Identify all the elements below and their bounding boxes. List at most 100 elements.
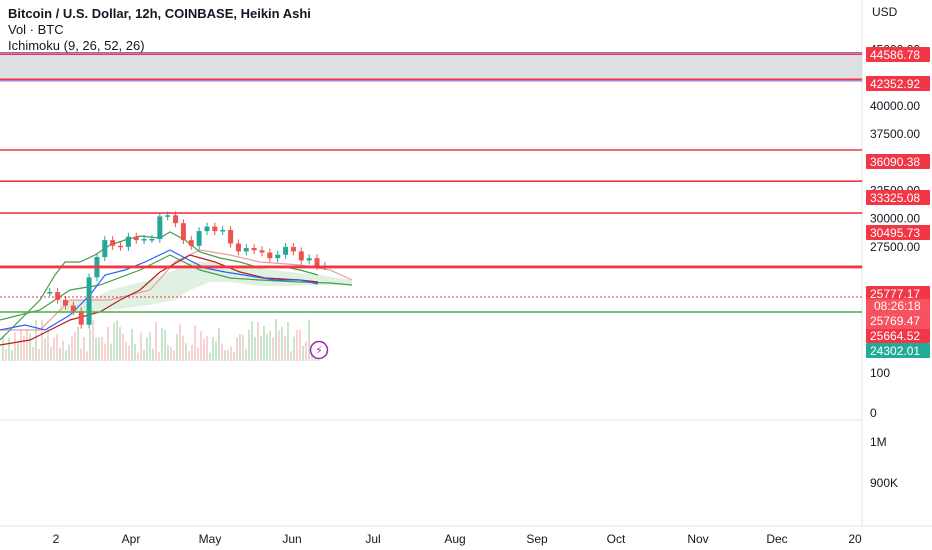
volume-bar bbox=[269, 330, 271, 361]
volume-bar bbox=[17, 343, 19, 361]
time-axis-label: Oct bbox=[607, 532, 626, 546]
candle-body bbox=[47, 292, 53, 294]
volume-bar bbox=[8, 337, 10, 361]
candle-body bbox=[306, 258, 312, 261]
chart-legend: Bitcoin / U.S. Dollar, 12h, COINBASE, He… bbox=[8, 6, 311, 54]
price-level-tag-text: 24302.01 bbox=[870, 344, 920, 358]
volume-bar bbox=[293, 336, 295, 361]
volume-bar bbox=[152, 348, 154, 361]
volume-bar bbox=[23, 335, 25, 361]
price-level-tag: 30495.73 bbox=[866, 225, 930, 240]
volume-bar bbox=[221, 343, 223, 361]
shaded-zone bbox=[0, 54, 862, 80]
volume-bar bbox=[74, 331, 76, 361]
volume-bar bbox=[191, 344, 193, 361]
volume-bar bbox=[119, 326, 121, 361]
volume-bar bbox=[26, 329, 28, 361]
time-axis-label: Jul bbox=[365, 532, 380, 546]
price-level-tag-bg bbox=[866, 154, 930, 169]
price-level-tag: 36090.38 bbox=[866, 154, 930, 169]
volume-bar bbox=[275, 318, 277, 361]
price-axis-currency: USD bbox=[872, 5, 898, 19]
price-level-tag-bg bbox=[866, 328, 930, 343]
volume-bar bbox=[185, 343, 187, 361]
volume-bar bbox=[44, 338, 46, 361]
volume-bar bbox=[260, 335, 262, 361]
volume-indicator-label[interactable]: Vol · BTC bbox=[8, 22, 64, 37]
volume-bar bbox=[308, 319, 310, 361]
volume-bar bbox=[32, 346, 34, 361]
volume-bar bbox=[65, 350, 67, 361]
price-level-tag-bg bbox=[866, 225, 930, 240]
ichimoku-indicator-label[interactable]: Ichimoku (9, 26, 52, 26) bbox=[8, 38, 145, 53]
volume-bar bbox=[134, 343, 136, 361]
volume-bar bbox=[167, 344, 169, 361]
volume-bar bbox=[179, 323, 181, 361]
volume-bar bbox=[233, 351, 235, 361]
price-level-tag: 25664.52 bbox=[866, 328, 930, 343]
flash-event-icon: ⚡ bbox=[309, 340, 329, 360]
volume-bar bbox=[128, 345, 130, 361]
volume-bar bbox=[218, 327, 220, 361]
price-level-tag-text: 25664.52 bbox=[870, 329, 920, 343]
volume-bar bbox=[110, 343, 112, 361]
price-level-tag-bg bbox=[866, 190, 930, 205]
candle-body bbox=[78, 311, 84, 325]
volume-bar bbox=[29, 333, 31, 361]
volume-bar bbox=[68, 344, 70, 361]
time-axis-label: Nov bbox=[687, 532, 708, 546]
candle-body bbox=[314, 258, 320, 267]
price-tick-label: 27500.00 bbox=[870, 240, 920, 254]
kijun-sen bbox=[0, 254, 319, 346]
candle-body bbox=[196, 231, 202, 246]
volume-bar bbox=[302, 345, 304, 361]
volume-bar bbox=[212, 337, 214, 361]
volume-bar bbox=[155, 321, 157, 361]
volume-pane-tick-label: 900K bbox=[870, 476, 898, 490]
volume-bar bbox=[137, 352, 139, 361]
volume-bar bbox=[251, 321, 253, 361]
symbol-title[interactable]: Bitcoin / U.S. Dollar, 12h, COINBASE, He… bbox=[8, 6, 311, 21]
volume-bar bbox=[272, 337, 274, 361]
volume-bar bbox=[140, 332, 142, 361]
volume-bar bbox=[125, 341, 127, 361]
time-axis-label: Dec bbox=[766, 532, 787, 546]
price-level-tag-bg bbox=[866, 343, 930, 358]
price-level-tag-text: 25777.17 bbox=[870, 287, 920, 301]
price-tick-label: 37500.00 bbox=[870, 127, 920, 141]
candle-body bbox=[212, 226, 218, 232]
volume-bar bbox=[80, 348, 82, 361]
volume-bar bbox=[248, 329, 250, 361]
price-tick-label: 30000.00 bbox=[870, 212, 920, 226]
volume-bar bbox=[254, 336, 256, 361]
volume-bar bbox=[107, 326, 109, 361]
countdown-text: 08:26:18 bbox=[874, 299, 921, 313]
volume-bar bbox=[203, 338, 205, 361]
volume-bar bbox=[47, 329, 49, 361]
candle-body bbox=[118, 245, 124, 248]
volume-bar bbox=[5, 348, 7, 361]
volume-bar bbox=[62, 340, 64, 361]
price-level-tag: 24302.01 bbox=[866, 343, 930, 358]
candle-body bbox=[125, 236, 131, 247]
volume-tick-label: 0 bbox=[870, 406, 877, 420]
volume-bar bbox=[215, 341, 217, 361]
volume-bar bbox=[35, 320, 37, 361]
volume-bar bbox=[182, 335, 184, 361]
candle-body bbox=[228, 229, 234, 244]
time-axis-label: May bbox=[199, 532, 222, 546]
candle-body bbox=[55, 292, 61, 300]
candle-body bbox=[298, 251, 304, 261]
candle-body bbox=[133, 236, 139, 241]
horizontal-levels bbox=[0, 52, 862, 313]
volume-bar bbox=[158, 352, 160, 361]
volume-bar bbox=[299, 329, 301, 361]
volume-bar bbox=[206, 336, 208, 361]
price-level-tag-text: 30495.73 bbox=[870, 226, 920, 240]
time-axis-label: Apr bbox=[122, 532, 141, 546]
volume-bar bbox=[224, 350, 226, 361]
time-axis-label: Jun bbox=[282, 532, 301, 546]
candle-body bbox=[70, 305, 76, 312]
